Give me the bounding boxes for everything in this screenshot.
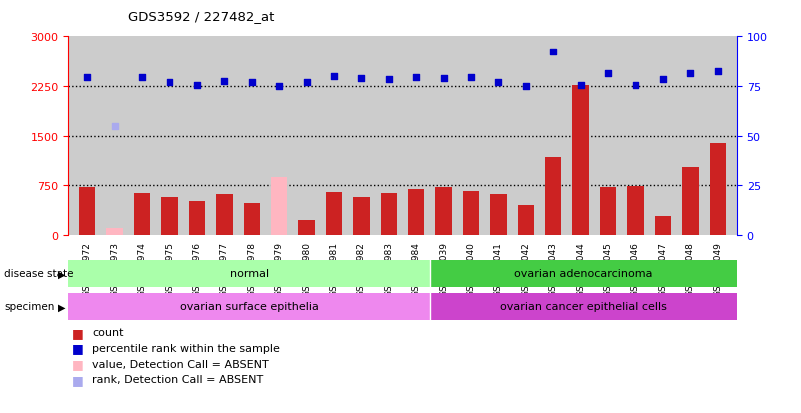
Point [547,49,560,56]
Bar [545,158,562,235]
Point [437,76,450,82]
Bar [68,260,430,287]
Bar [134,193,151,235]
Point [108,124,121,131]
Point [657,77,670,83]
Text: disease state: disease state [4,268,74,279]
Point [382,77,395,83]
Text: ■: ■ [72,357,84,370]
Bar [517,205,534,235]
Point [629,82,642,89]
Point [410,74,423,81]
Bar [710,144,726,235]
Bar [573,85,589,235]
Point [574,82,587,89]
Bar [380,194,397,235]
Text: ■: ■ [72,342,84,355]
Point [355,76,368,82]
Point [300,79,313,86]
Point [684,71,697,78]
Point [465,74,477,81]
Point [245,79,258,86]
Bar [436,187,452,235]
Text: ovarian cancer epithelial cells: ovarian cancer epithelial cells [500,301,667,312]
Bar [189,201,205,235]
Text: ▶: ▶ [58,268,66,279]
Bar [161,198,178,235]
Text: percentile rank within the sample: percentile rank within the sample [92,343,280,353]
Text: value, Detection Call = ABSENT: value, Detection Call = ABSENT [92,359,269,369]
Bar [244,204,260,235]
Text: normal: normal [230,268,269,279]
Bar [430,260,737,287]
Text: ovarian surface epithelia: ovarian surface epithelia [179,301,319,312]
Text: ■: ■ [72,373,84,386]
Text: specimen: specimen [4,301,54,312]
Bar [682,167,698,235]
Point [492,79,505,86]
Text: rank, Detection Call = ABSENT: rank, Detection Call = ABSENT [92,375,264,385]
Bar [430,293,737,320]
Point [273,83,286,90]
Text: count: count [92,328,123,337]
Bar [68,293,430,320]
Point [163,79,176,86]
Text: ovarian adenocarcinoma: ovarian adenocarcinoma [514,268,653,279]
Text: ▶: ▶ [58,301,66,312]
Bar [79,187,95,235]
Bar [353,198,369,235]
Point [328,74,340,80]
Point [602,71,614,78]
Bar [627,187,644,235]
Bar [271,178,288,235]
Bar [654,217,671,235]
Point [81,74,94,81]
Text: GDS3592 / 227482_at: GDS3592 / 227482_at [128,10,275,23]
Point [519,83,532,90]
Bar [463,191,479,235]
Bar [490,195,507,235]
Bar [216,195,232,235]
Point [711,69,724,76]
Bar [107,229,123,235]
Point [191,82,203,89]
Bar [600,187,616,235]
Text: ■: ■ [72,326,84,339]
Bar [408,189,425,235]
Bar [326,192,342,235]
Point [218,78,231,85]
Bar [298,220,315,235]
Point [135,74,148,81]
